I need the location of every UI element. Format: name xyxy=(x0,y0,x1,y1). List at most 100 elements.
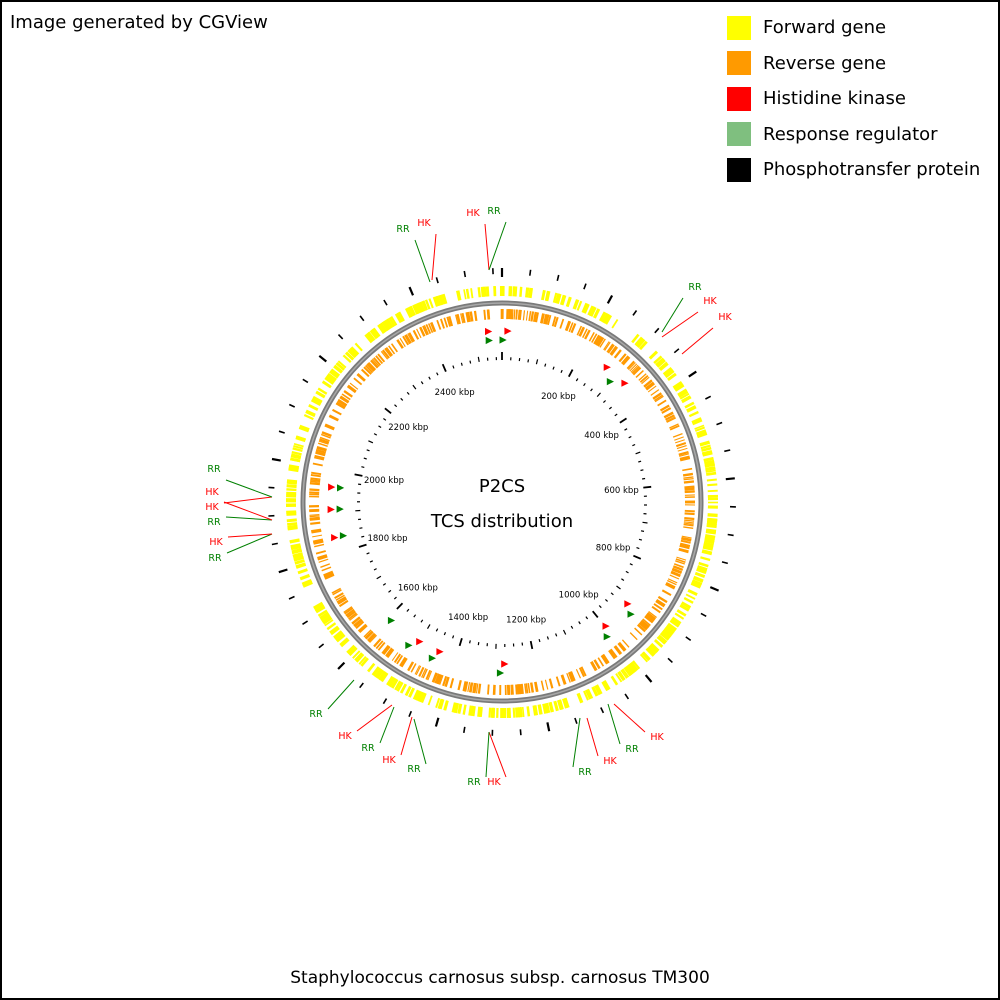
reverse-gene xyxy=(511,309,514,320)
hk-callout-label: HK xyxy=(650,732,664,743)
outer-tick xyxy=(673,348,680,354)
reverse-gene xyxy=(492,684,495,695)
forward-gene xyxy=(626,663,636,674)
reverse-gene xyxy=(463,681,468,692)
reverse-gene xyxy=(487,684,490,695)
scale-tick xyxy=(441,363,447,372)
hk-marker xyxy=(501,660,509,668)
forward-gene xyxy=(512,286,516,297)
forward-gene xyxy=(706,522,717,527)
outer-tick xyxy=(302,378,309,384)
reverse-gene xyxy=(431,672,438,683)
reverse-gene xyxy=(337,399,347,407)
reverse-gene xyxy=(680,539,691,544)
reverse-gene xyxy=(515,684,518,695)
forward-gene xyxy=(441,293,448,305)
forward-gene xyxy=(317,609,328,618)
reverse-gene xyxy=(528,310,532,322)
forward-gene xyxy=(388,317,396,327)
reverse-gene xyxy=(365,631,374,640)
reverse-gene xyxy=(381,644,390,655)
hk-callout-line xyxy=(681,327,714,355)
rr-callout-line xyxy=(572,717,581,768)
reverse-gene xyxy=(426,324,432,334)
forward-gene xyxy=(659,362,669,372)
reverse-gene xyxy=(407,333,414,343)
outer-tick xyxy=(721,561,729,565)
scale-label: 200 kbp xyxy=(541,392,576,402)
reverse-gene xyxy=(474,683,477,694)
forward-gene xyxy=(294,559,305,565)
scale-tick xyxy=(458,637,463,647)
reverse-gene xyxy=(486,309,490,320)
hk-callout-label: HK xyxy=(205,487,219,498)
forward-gene xyxy=(566,296,572,308)
forward-gene xyxy=(339,637,349,646)
reverse-gene xyxy=(467,681,471,693)
reverse-gene xyxy=(670,570,681,577)
outer-tick xyxy=(709,586,720,592)
forward-gene xyxy=(521,706,525,717)
legend-label: Response regulator xyxy=(763,123,938,145)
reverse-gene xyxy=(640,620,650,629)
scale-tick xyxy=(552,366,555,370)
reverse-gene xyxy=(343,606,353,613)
reverse-gene xyxy=(385,346,394,357)
scale-label: 1800 kbp xyxy=(367,534,407,544)
forward-gene xyxy=(707,489,718,493)
hk-marker xyxy=(416,638,424,646)
forward-gene xyxy=(347,646,358,656)
hk-callout-label: HK xyxy=(718,312,732,323)
forward-gene xyxy=(404,685,412,697)
organism-name: Staphylococcus carnosus subsp. carnosus … xyxy=(290,968,710,988)
legend-swatch xyxy=(727,86,751,111)
forward-gene xyxy=(290,455,301,460)
forward-gene xyxy=(598,311,607,322)
forward-gene xyxy=(335,362,346,371)
reverse-gene xyxy=(332,408,342,416)
rr-callout-label: RR xyxy=(208,553,222,564)
forward-gene xyxy=(456,290,462,301)
reverse-gene xyxy=(368,633,377,643)
scale-tick xyxy=(366,449,370,452)
reverse-gene xyxy=(683,526,694,529)
forward-gene xyxy=(378,670,386,681)
reverse-gene xyxy=(647,385,657,393)
reverse-gene xyxy=(596,336,604,347)
reverse-gene xyxy=(339,395,350,403)
forward-gene xyxy=(455,703,460,714)
scale-tick xyxy=(610,592,614,596)
forward-gene xyxy=(705,530,717,535)
reverse-gene xyxy=(634,627,643,636)
reverse-gene xyxy=(317,442,328,448)
reverse-gene xyxy=(635,370,644,378)
forward-gene xyxy=(664,369,675,379)
rr-callout-line xyxy=(225,479,273,498)
forward-gene xyxy=(286,479,298,484)
hk-callout-label: HK xyxy=(209,537,223,548)
reverse-gene xyxy=(366,363,375,372)
scale-label: 2200 kbp xyxy=(388,423,428,433)
reverse-gene xyxy=(336,401,346,409)
reverse-gene xyxy=(444,676,450,687)
forward-gene xyxy=(591,686,599,697)
forward-gene xyxy=(383,319,392,330)
reverse-gene xyxy=(364,630,373,639)
reverse-gene xyxy=(418,666,425,677)
hk-callout-line xyxy=(223,501,273,521)
reverse-gene xyxy=(603,341,610,351)
reverse-gene xyxy=(525,683,529,694)
forward-gene xyxy=(702,546,713,551)
scale-tick xyxy=(361,466,365,468)
rr-callout-line xyxy=(379,706,395,744)
reverse-gene xyxy=(672,433,683,438)
hk-callout-line xyxy=(431,233,437,281)
reverse-gene xyxy=(679,456,691,462)
reverse-gene xyxy=(380,351,389,360)
forward-gene xyxy=(290,544,301,549)
reverse-gene xyxy=(588,332,595,342)
reverse-gene xyxy=(629,363,638,372)
scale-tick xyxy=(592,610,599,618)
reverse-gene xyxy=(535,312,539,323)
forward-gene xyxy=(291,453,302,459)
